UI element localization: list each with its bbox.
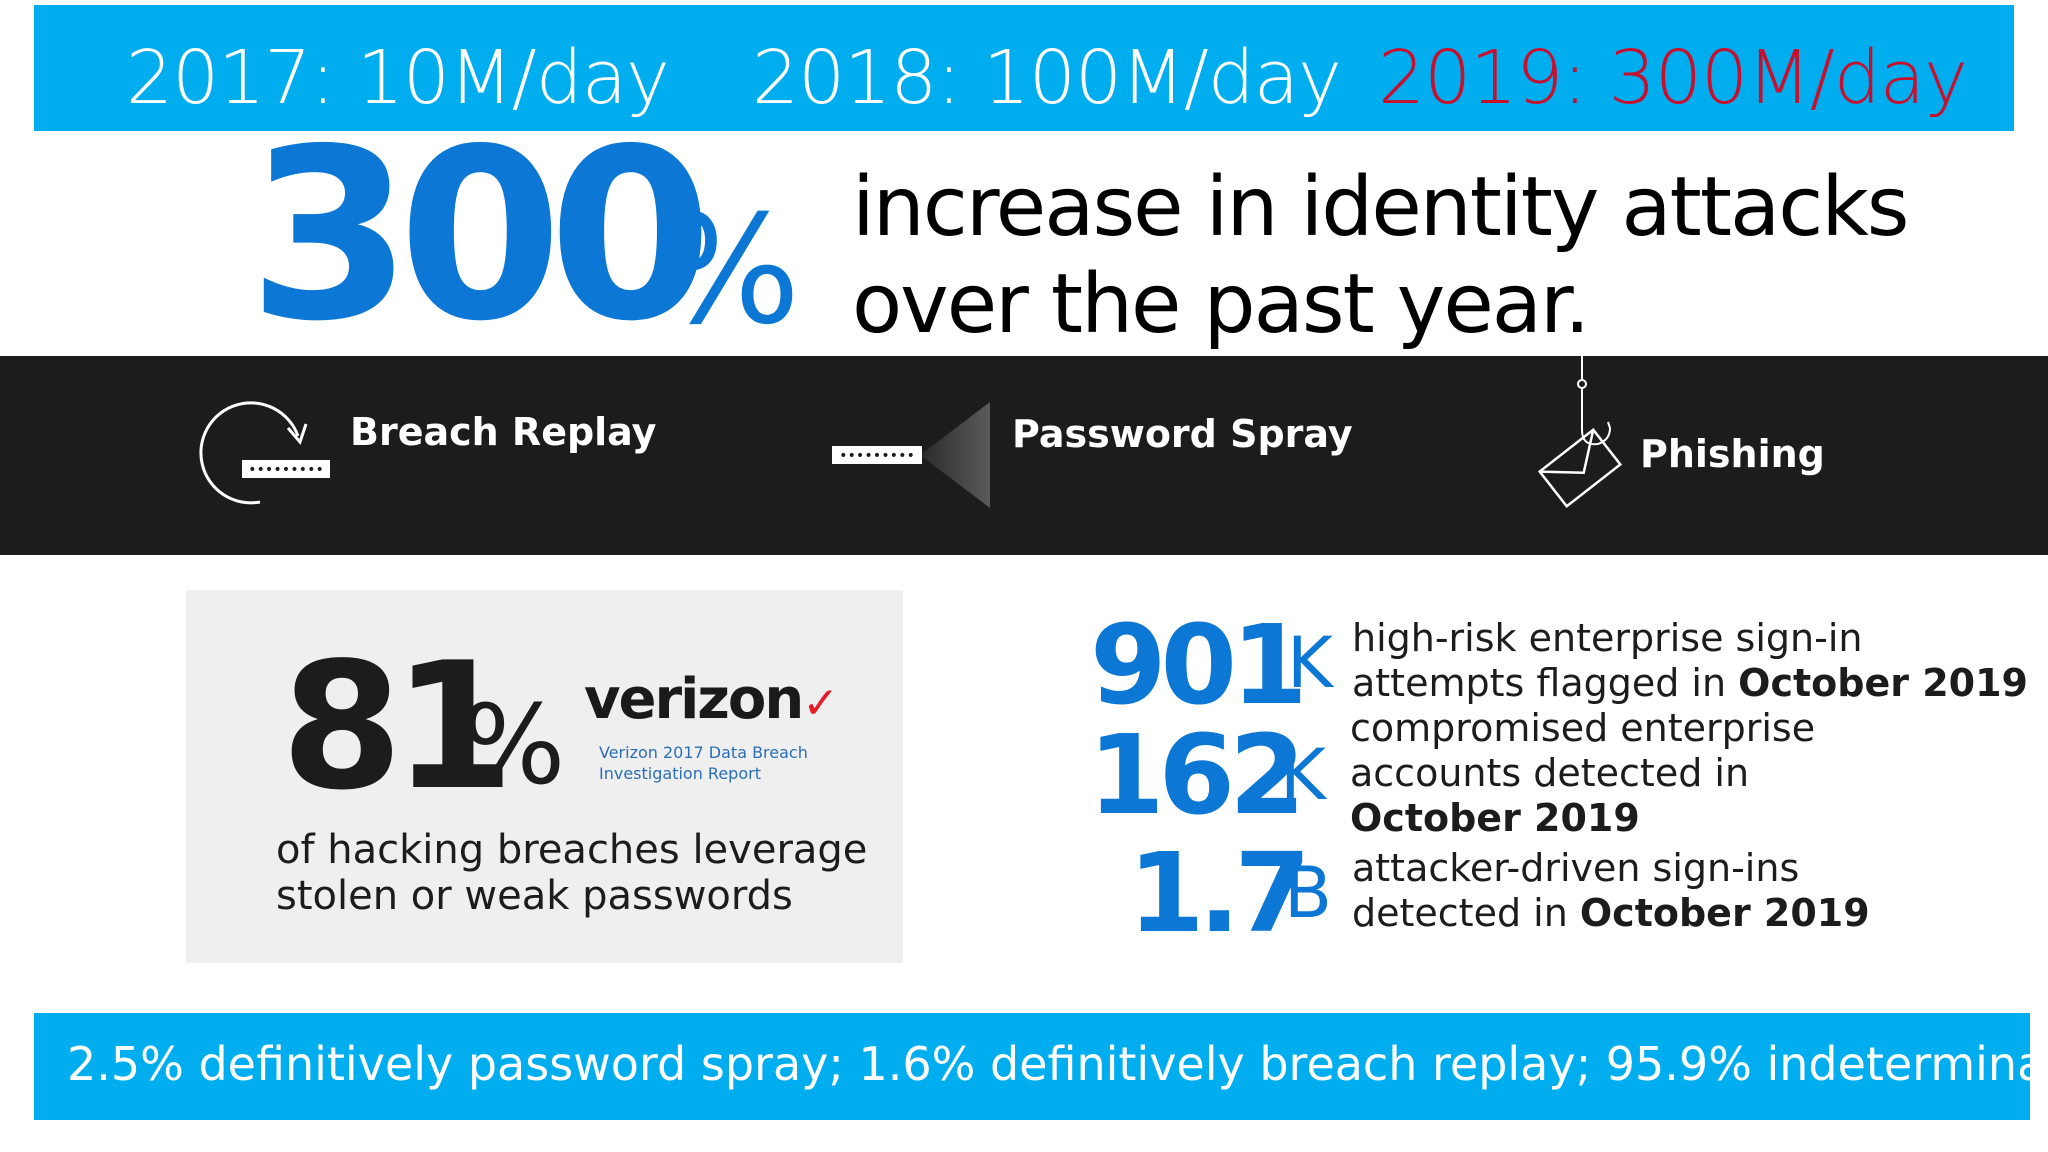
stat-162-description: compromised enterprise accounts detected… bbox=[1350, 706, 1815, 840]
stat-1-7-number: 1.7 bbox=[1128, 829, 1311, 957]
attack-types-band: ••••••••• Breach Replay ••••••••• Passwo… bbox=[0, 350, 2048, 555]
stat-901-desc-line2: attempts flagged in October 2019 bbox=[1352, 660, 2028, 705]
stat-1-7-month: October 2019 bbox=[1579, 890, 1870, 935]
headline-text: increase in identity attacks over the pa… bbox=[852, 160, 1910, 354]
verizon-check-icon: ✓ bbox=[802, 678, 839, 729]
rate-2019: 2019: 300M/day bbox=[1378, 35, 1968, 121]
headline-line-1: increase in identity attacks bbox=[852, 160, 1910, 255]
stat-162-desc-line2: accounts detected in bbox=[1350, 750, 1750, 795]
headline-line-2: over the past year. bbox=[852, 256, 1590, 352]
breach-replay-mask: ••••••••• bbox=[248, 462, 324, 478]
footer-breakdown-text: 2.5% definitively password spray; 1.6% d… bbox=[67, 1037, 2048, 1091]
stat-901-description: high-risk enterprise sign-in attempts fl… bbox=[1352, 616, 2028, 706]
phishing-label: Phishing bbox=[1640, 432, 1825, 476]
stat-1-7-desc-line1: attacker-driven sign-ins bbox=[1352, 846, 1800, 890]
stat-162-month: October 2019 bbox=[1350, 795, 1640, 840]
verizon-logo: verizon✓ bbox=[584, 672, 839, 729]
headline-percent-sign: % bbox=[658, 184, 801, 358]
stat-901-unit: K bbox=[1287, 622, 1333, 704]
stat-901-desc-line1: high-risk enterprise sign-in bbox=[1352, 616, 1863, 660]
stat-1-7-desc-line2: detected in October 2019 bbox=[1352, 890, 1870, 935]
verizon-source-note: Verizon 2017 Data Breach Investigation R… bbox=[599, 743, 808, 783]
password-spray-label: Password Spray bbox=[1012, 412, 1353, 456]
stat-81-percent: % bbox=[461, 681, 566, 809]
stat-81-caption: of hacking breaches leverage stolen or w… bbox=[276, 827, 868, 919]
breach-replay-icon: ••••••••• bbox=[199, 401, 330, 505]
password-spray-icon: ••••••••• bbox=[832, 402, 990, 508]
stat-901-month: October 2019 bbox=[1738, 660, 2028, 705]
stat-162-number: 162 bbox=[1088, 711, 1306, 839]
bottom-banner: 2.5% definitively password spray; 1.6% d… bbox=[34, 1013, 2048, 1120]
verizon-stat-card: 81 % verizon✓ Verizon 2017 Data Breach I… bbox=[186, 590, 903, 963]
headline-percent-number: 300 bbox=[248, 98, 713, 373]
rate-2018: 2018: 100M/day bbox=[752, 35, 1342, 121]
stat-162-unit: K bbox=[1280, 734, 1326, 816]
breach-replay-label: Breach Replay bbox=[350, 410, 657, 454]
rate-2017: 2017: 10M/day bbox=[126, 35, 670, 121]
stat-901-number: 901 bbox=[1090, 601, 1308, 729]
stat-81-number: 81 bbox=[281, 626, 515, 829]
stat-1-7-description: attacker-driven sign-ins detected in Oct… bbox=[1352, 846, 1870, 936]
verizon-logo-text: verizon bbox=[584, 667, 804, 732]
stat-1-7-unit: B bbox=[1284, 852, 1333, 934]
stat-162-desc-line1: compromised enterprise bbox=[1350, 706, 1816, 750]
password-spray-mask: ••••••••• bbox=[839, 448, 915, 464]
top-banner: 2017: 10M/day 2018: 100M/day 2019: 300M/… bbox=[34, 5, 2014, 131]
phishing-icon bbox=[1537, 350, 1623, 509]
